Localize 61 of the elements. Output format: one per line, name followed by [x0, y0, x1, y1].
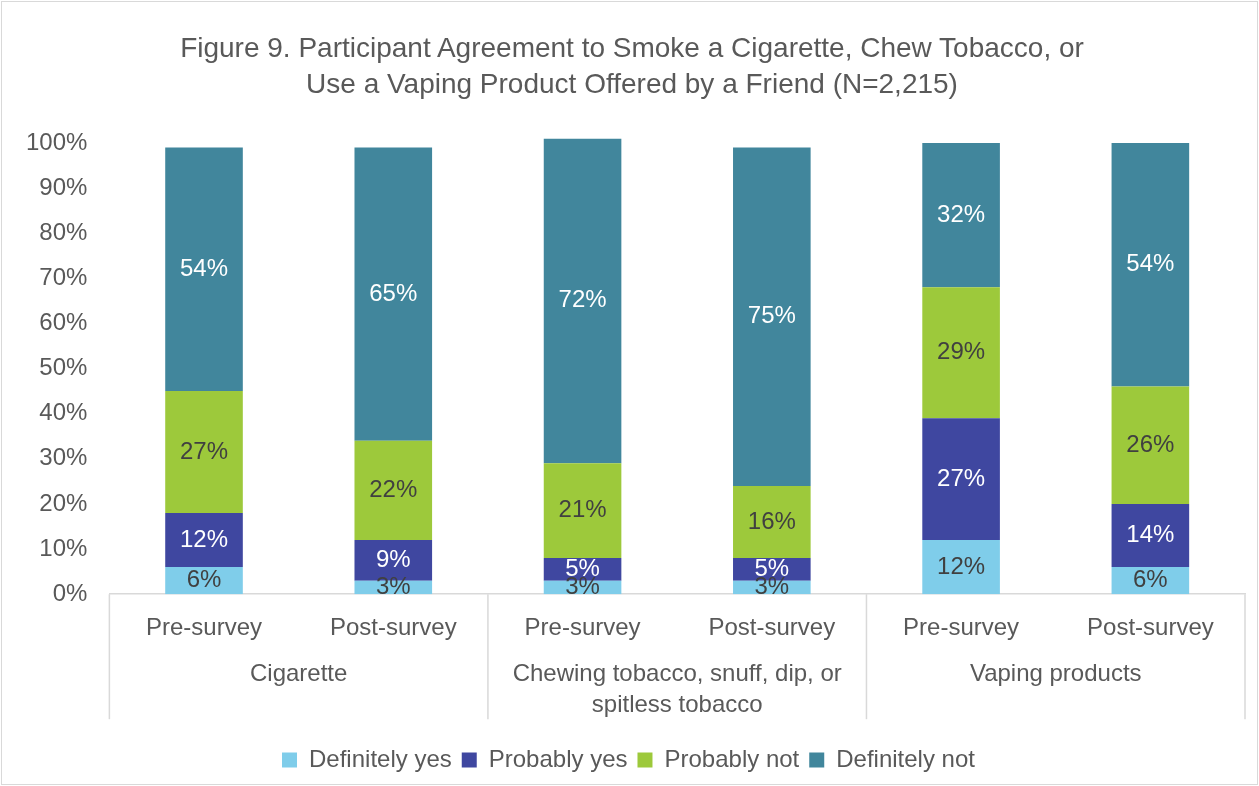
y-tick-label: 100% — [25, 127, 88, 155]
bar — [354, 147, 433, 441]
x-tick-label: Pre-survey — [903, 613, 1020, 641]
y-tick-label: 80% — [39, 217, 88, 245]
y-tick-label: 60% — [39, 308, 88, 336]
data-label: 12% — [179, 524, 229, 552]
bar — [1111, 142, 1190, 387]
data-label: 9% — [375, 544, 411, 572]
bar — [922, 142, 1000, 288]
data-label: 29% — [937, 337, 986, 365]
text: Vaping products — [969, 658, 1142, 686]
legend-label: Definitely yes — [309, 744, 452, 772]
data-label: 14% — [1126, 520, 1175, 548]
x-tick-label: Post-survey — [708, 613, 836, 641]
data-label: 27% — [179, 436, 229, 464]
bar — [165, 391, 243, 513]
legend-label: Probably yes — [488, 744, 628, 772]
data-label: 21% — [558, 495, 607, 523]
data-label: 3% — [375, 572, 411, 600]
y-tick-label: 50% — [39, 353, 88, 381]
y-tick-label: 40% — [39, 398, 88, 426]
y-tick-label: 10% — [39, 533, 88, 561]
data-label: 32% — [937, 199, 986, 227]
bar — [733, 147, 811, 486]
y-tick-label: 70% — [39, 262, 88, 290]
x-tick-label: Pre-survey — [146, 613, 263, 641]
data-label: 75% — [747, 301, 796, 329]
bar — [1111, 503, 1190, 568]
bar — [1111, 386, 1190, 504]
y-tick-label: 30% — [39, 443, 88, 471]
chart-title: Figure 9. Participant Agreement to Smoke a Cigarette, Chew Tobacco, or Use a Vaping Product Offered by a Friend (N=2,215) — [179, 31, 1085, 101]
bar — [922, 540, 1000, 595]
x-tick-label: Post-survey — [329, 613, 457, 641]
bar — [543, 138, 622, 464]
data-label: 12% — [937, 551, 986, 579]
data-label: 54% — [1126, 249, 1175, 277]
bar — [354, 440, 433, 541]
data-label: 16% — [747, 506, 796, 534]
bar — [165, 512, 243, 568]
data-label: 26% — [1126, 429, 1175, 457]
bar — [922, 287, 1000, 419]
data-label: 65% — [369, 278, 418, 306]
x-tick-label: Post-survey — [1087, 613, 1214, 641]
bar — [733, 485, 811, 559]
data-label: 54% — [179, 253, 229, 281]
legend-label: Probably not — [664, 744, 800, 772]
data-label: 22% — [369, 475, 418, 503]
data-label: 27% — [937, 463, 986, 491]
bar — [543, 463, 622, 559]
data-label: 6% — [186, 565, 222, 593]
y-tick-label: 0% — [52, 578, 88, 606]
text: Chewing tobacco, snuff, dip, or spitless tobacco — [512, 658, 842, 717]
y-tick-label: 90% — [39, 172, 88, 200]
text: Cigarette — [249, 658, 348, 686]
data-label: 6% — [1133, 565, 1168, 593]
bar — [922, 418, 1000, 541]
x-tick-label: Pre-survey — [524, 613, 641, 641]
bar — [165, 147, 243, 392]
y-tick-label: 20% — [39, 488, 88, 516]
data-label: 72% — [558, 285, 607, 313]
legend-label: Definitely not — [836, 744, 976, 772]
